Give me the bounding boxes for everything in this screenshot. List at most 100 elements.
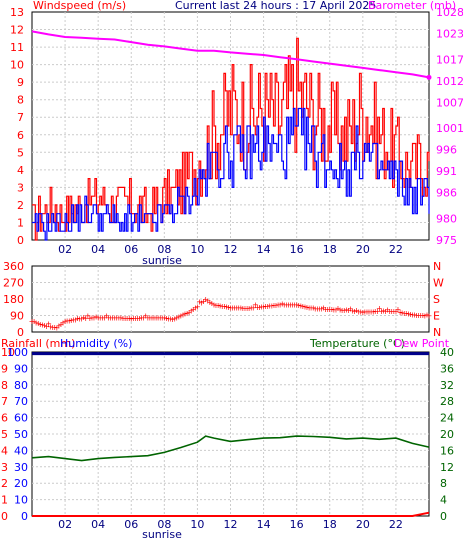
direction-point: +	[401, 309, 408, 318]
direction-point: +	[95, 313, 102, 322]
direction-y-axis: 0 90 180 270 360	[3, 260, 24, 339]
rain-tick-label: 0	[1, 510, 8, 523]
direction-point: +	[287, 301, 294, 310]
direction-point: +	[422, 311, 429, 320]
x-tick-label: 14	[257, 518, 271, 531]
humidity-tick-label: 70	[14, 395, 28, 408]
compass-tick-label: S	[433, 293, 440, 306]
direction-point: +	[395, 305, 402, 314]
direction-point: +	[237, 304, 244, 313]
barometer-y-axis: 975 980 986 991 996 1001 1007 1012 1017 1023 1028	[436, 6, 463, 247]
x-tick-label: 14	[257, 243, 271, 256]
temperature-tick-label: 32	[440, 379, 454, 392]
direction-point: +	[211, 301, 218, 310]
direction-point: +	[324, 305, 331, 314]
direction-point: +	[115, 314, 122, 323]
direction-point: +	[322, 305, 329, 314]
direction-point: +	[244, 304, 251, 313]
direction-point: +	[328, 305, 335, 314]
direction-point: +	[300, 302, 307, 311]
direction-point: +	[175, 312, 182, 321]
direction-point: +	[53, 323, 60, 332]
direction-point: +	[47, 323, 54, 332]
rain-tick-label: 9	[1, 362, 8, 375]
direction-point: +	[39, 320, 46, 329]
direction-point: +	[213, 301, 220, 310]
y-tick-label: 7	[17, 111, 24, 124]
temperature-y-axis: 0 4 8 12 16 20 24 28 32 36 40	[440, 346, 454, 523]
direction-point: +	[285, 301, 292, 310]
x-tick-label: 22	[389, 518, 403, 531]
humidity-tick-label: 30	[14, 461, 28, 474]
direction-point: +	[335, 304, 342, 313]
direction-point: +	[111, 313, 118, 322]
x-tick-label: 02	[58, 243, 72, 256]
humidity-tick-label: 100	[7, 346, 28, 359]
compass-tick-label: E	[433, 310, 440, 323]
direction-point: +	[390, 307, 397, 316]
direction-point: +	[74, 314, 81, 323]
y-tick-label: 4	[17, 164, 24, 177]
direction-point: +	[140, 314, 147, 323]
y2-tick-label: 1023	[436, 28, 463, 41]
direction-point: +	[426, 312, 433, 321]
direction-point: +	[308, 304, 315, 313]
direction-point: +	[273, 301, 280, 310]
rainfall-axis-title: Rainfall (mm)	[1, 337, 75, 350]
direction-point: +	[194, 302, 201, 311]
direction-point: +	[49, 323, 56, 332]
direction-point: +	[97, 313, 104, 322]
compass-tick-label: N	[433, 326, 441, 339]
direction-point: +	[157, 313, 164, 322]
temperature-tick-label: 12	[440, 461, 454, 474]
barometer-end-point	[426, 74, 432, 80]
x-tick-label: 20	[356, 518, 370, 531]
direction-point: +	[219, 302, 226, 311]
direction-point: +	[376, 304, 383, 313]
y-tick-label: 5	[17, 146, 24, 159]
direction-point: +	[378, 307, 385, 316]
direction-point: +	[78, 314, 85, 323]
rain-tick-label: 1	[1, 494, 8, 507]
direction-point: +	[136, 314, 143, 323]
direction-point: +	[58, 320, 65, 329]
direction-point: +	[283, 301, 290, 310]
direction-point: +	[271, 301, 278, 310]
direction-point: +	[60, 319, 67, 328]
chart-title: Current last 24 hours : 17 April 2025	[175, 0, 376, 12]
direction-point: +	[353, 306, 360, 315]
temperature-tick-label: 36	[440, 362, 454, 375]
direction-point: +	[192, 304, 199, 313]
rain-tick-label: 10	[1, 346, 15, 359]
direction-point: +	[256, 303, 263, 312]
direction-point: +	[128, 314, 135, 323]
rain-tick-label: 4	[1, 444, 8, 457]
direction-point: +	[260, 302, 267, 311]
direction-point: +	[388, 307, 395, 316]
series-line-wind-average	[32, 107, 430, 241]
direction-point: +	[159, 313, 166, 322]
direction-point: +	[357, 308, 364, 317]
y2-tick-label: 991	[436, 165, 457, 178]
direction-point: +	[405, 310, 412, 319]
direction-point: +	[76, 315, 83, 324]
direction-point: +	[33, 318, 40, 327]
direction-point: +	[382, 307, 389, 316]
rain-tick-label: 3	[1, 461, 8, 474]
direction-point: +	[204, 296, 211, 305]
direction-point: +	[368, 307, 375, 316]
x-tick-label: 18	[323, 243, 337, 256]
direction-point: +	[43, 322, 50, 331]
direction-point: +	[122, 314, 129, 323]
x-tick-label: 10	[190, 518, 204, 531]
direction-point: +	[320, 303, 327, 312]
direction-point: +	[419, 311, 426, 320]
y-tick-label: 3	[17, 181, 24, 194]
direction-point: +	[120, 314, 127, 323]
y-tick-label: 10	[10, 59, 24, 72]
direction-point: +	[209, 299, 216, 308]
direction-point: +	[269, 301, 276, 310]
